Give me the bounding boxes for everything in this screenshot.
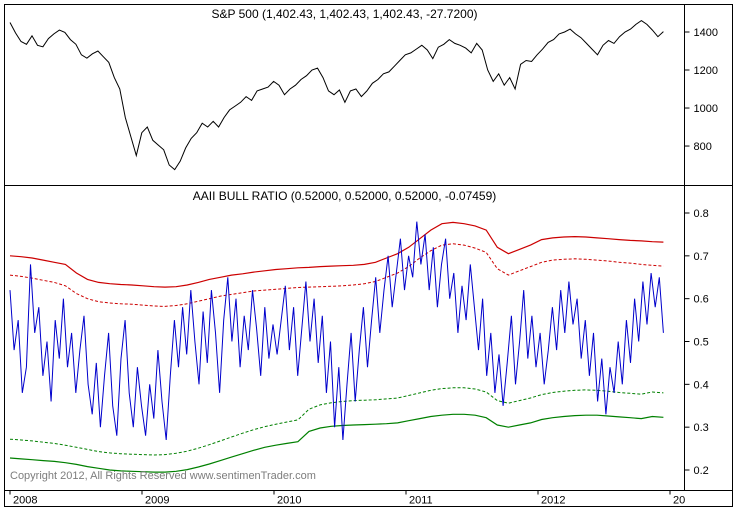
upper-band-solid xyxy=(9,221,664,288)
aaii-bull-ratio-panel-title: AAII BULL RATIO (0.52000, 0.52000, 0.520… xyxy=(192,189,497,203)
y-tick-label: 0.6 xyxy=(694,294,709,306)
y-tick-label: 0.2 xyxy=(694,465,709,477)
y-tick-label: 800 xyxy=(694,141,712,153)
x-tick-label: 2010 xyxy=(277,495,301,507)
sp500-price-line xyxy=(9,19,664,171)
x-tick-label: 20 xyxy=(673,495,685,507)
copyright-text: Copyright 2012, All Rights Reserved www.… xyxy=(10,470,316,482)
chart-border xyxy=(4,4,733,507)
lower-band-solid xyxy=(9,413,664,473)
x-tick-label: 2011 xyxy=(409,495,433,507)
aaii-bull-ratio-line xyxy=(9,221,664,441)
y-tick-label: 1000 xyxy=(694,103,718,115)
sp500-panel-title: S&P 500 (1,402.43, 1,402.43, 1,402.43, -… xyxy=(211,7,478,21)
y-tick-label: 0.8 xyxy=(694,208,709,220)
y-tick-label: 0.7 xyxy=(694,251,709,263)
y-tick-label: 1200 xyxy=(694,65,718,77)
y-tick-label: 0.3 xyxy=(694,422,709,434)
x-tick-label: 2012 xyxy=(541,495,565,507)
y-tick-label: 1400 xyxy=(694,27,718,39)
x-tick-label: 2009 xyxy=(145,495,169,507)
upper-band-dashed xyxy=(9,243,664,307)
y-tick-label: 0.4 xyxy=(694,379,709,391)
y-tick-label: 0.5 xyxy=(694,337,709,349)
x-tick-label: 2008 xyxy=(13,495,37,507)
